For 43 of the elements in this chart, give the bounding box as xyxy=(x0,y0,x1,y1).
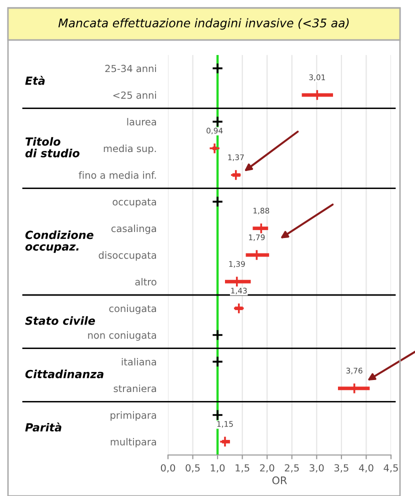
text: Parità xyxy=(25,422,62,432)
x-tick-label: 2,5 xyxy=(284,464,299,473)
x-tick-label: 1,0 xyxy=(210,464,225,473)
x-tick-label: 0,0 xyxy=(160,464,176,473)
text: Età xyxy=(25,76,45,85)
y-tick-label: fino a media inf. xyxy=(78,171,156,179)
y-tick-label: italiana xyxy=(122,358,156,366)
x-tick-label: 1,5 xyxy=(236,464,250,473)
text: Condizione occupaz. xyxy=(25,230,94,253)
y-tick-label: straniera xyxy=(114,384,156,392)
x-tick-label: 4,5 xyxy=(384,464,398,473)
y-tick-label: disoccupata xyxy=(98,251,156,261)
point xyxy=(212,196,224,208)
point xyxy=(233,302,245,314)
y-tick-label: <25 anni xyxy=(113,91,156,99)
point xyxy=(212,329,224,341)
y-tick-label: 25-34 anni xyxy=(105,64,156,72)
point xyxy=(212,409,224,421)
y-tick-label: occupata xyxy=(112,198,156,208)
point xyxy=(219,436,231,448)
point xyxy=(212,356,224,368)
text: Stato civile xyxy=(25,316,95,325)
text: Cittadinanza xyxy=(25,370,104,378)
x-tick-label: 0,5 xyxy=(186,464,200,473)
x-tick-label: 2,0 xyxy=(260,464,274,473)
point xyxy=(212,116,224,128)
y-tick-label: altro xyxy=(135,278,156,286)
text: Titolo di studio xyxy=(25,137,80,158)
x-tick-label: 3,0 xyxy=(310,464,324,473)
point xyxy=(208,142,220,154)
y-tick-label: multipara xyxy=(110,438,156,448)
point xyxy=(230,169,242,181)
y-tick-label: primipara xyxy=(110,411,156,421)
y-tick-label: non coniugata xyxy=(88,331,156,341)
point xyxy=(212,62,224,74)
x-axis-title: OR xyxy=(272,476,287,484)
y-tick-label: laurea xyxy=(127,118,156,126)
x-tick-label: 3,5 xyxy=(334,464,348,473)
x-tick-label: 4,0 xyxy=(358,464,374,473)
y-tick-label: coniugata xyxy=(109,304,156,314)
y-tick-label: media sup. xyxy=(104,144,156,154)
y-tick-label: casalinga xyxy=(111,224,156,234)
chart-title: Mancata effettuazione indagini invasive (<35 aa) xyxy=(58,18,349,30)
